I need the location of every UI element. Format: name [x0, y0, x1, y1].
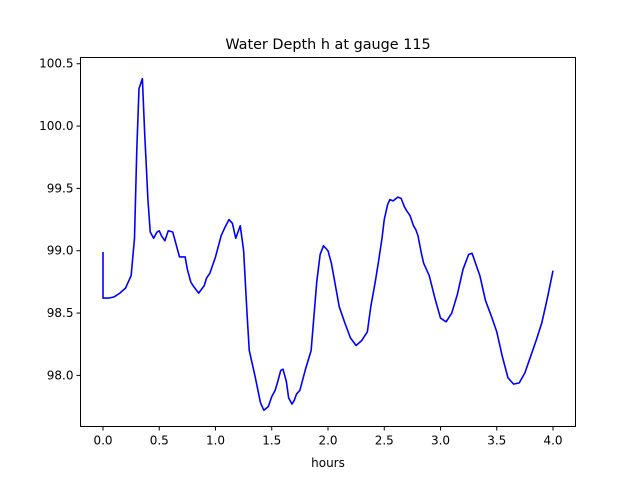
x-tick-label: 4.0 [543, 434, 562, 448]
plot-area [102, 77, 554, 412]
plot-frame [80, 57, 576, 427]
chart-title: Water Depth h at gauge 115 [225, 37, 430, 53]
y-tick-label: 99.0 [47, 244, 74, 258]
y-tick-label: 98.5 [47, 306, 74, 320]
x-axis-label: hours [311, 456, 345, 470]
x-tick-label: 0.5 [150, 434, 169, 448]
x-tick-label: 1.0 [206, 434, 225, 448]
x-tick-label: 3.5 [487, 434, 506, 448]
x-tick-label: 1.5 [262, 434, 281, 448]
x-tick-label: 2.0 [318, 434, 337, 448]
y-tick-label: 100.5 [39, 57, 73, 71]
x-axis: 0.0 0.5 1.0 1.5 2.0 2.5 3.0 3.5 4.0 [93, 426, 563, 448]
x-tick-label: 2.5 [375, 434, 394, 448]
y-tick-label: 98.0 [47, 368, 74, 382]
x-tick-label: 0.0 [93, 434, 112, 448]
x-tick-label: 3.0 [431, 434, 450, 448]
y-tick-label: 100.0 [39, 119, 73, 133]
y-axis: 98.0 98.5 99.0 99.5 100.0 100.5 [39, 57, 81, 382]
series-line-0 [102, 77, 554, 412]
y-tick-label: 99.5 [47, 181, 74, 195]
